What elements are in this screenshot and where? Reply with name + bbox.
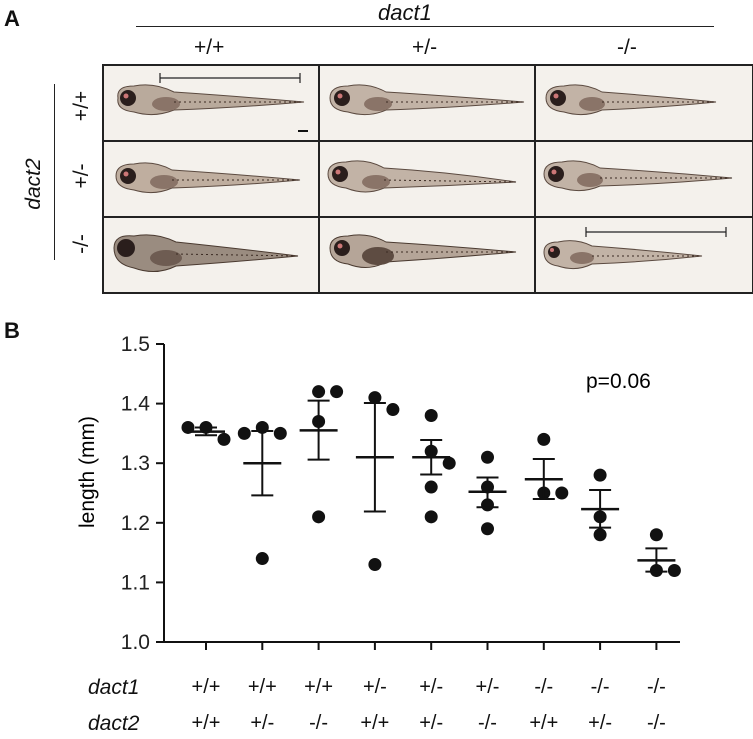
dact2-header-line [54,84,55,260]
data-point [537,432,551,446]
genotype-label: +/+ [360,712,390,734]
data-point [649,528,663,542]
genotype-label: -/- [590,676,610,698]
dact1-column-gene-label: dact1 [378,0,432,25]
dact1-row-label: dact1 [88,676,140,699]
col-genotype-het: +/- [412,36,438,59]
data-point [312,385,326,399]
data-point [273,426,287,440]
y-tick-label: 1.1 [121,571,150,594]
data-point [593,528,607,542]
data-point [424,510,438,524]
larva-illustration [327,160,517,193]
row-genotype-mut: -/- [70,234,93,254]
dact1-header-line [136,26,714,27]
row-genotype-wt: +/+ [70,90,93,122]
larva-image-mut-het [536,142,752,216]
larva-illustration [117,73,308,132]
data-point [217,432,231,446]
larva-illustration [543,160,733,192]
data-point [593,468,607,482]
larva-image-mut-mut [536,218,752,292]
data-point [312,510,326,524]
chart-axes: 1.0 1.1 1.2 1.3 1.4 1.5 [121,333,680,654]
y-tick-label: 1.4 [121,393,151,416]
larva-illustration [115,162,301,194]
larva-image-het-mut [320,218,534,292]
larva-illustration [113,234,299,272]
data-point [481,522,494,536]
larva-image-mut-wt [536,66,752,140]
dact2-row-gene-label: dact2 [22,158,45,210]
data-point [330,385,344,399]
data-point [667,563,681,577]
genotype-label: +/+ [247,676,277,698]
genotype-label: +/- [419,712,444,734]
col-genotype-mut: -/- [617,36,637,59]
genotype-label: +/- [250,712,275,734]
row-genotype-het: +/- [70,163,93,189]
larva-illustration [543,227,727,270]
genotype-label: +/- [362,676,387,698]
larva-illustration [329,234,517,268]
larva-image-wt-het [104,142,318,216]
genotype-label: +/+ [529,712,559,734]
larva-image-het-wt [320,66,534,140]
data-point [481,450,494,464]
col-genotype-wt: +/+ [194,36,225,59]
genotype-label: +/- [475,676,500,698]
genotype-label: +/- [419,676,444,698]
y-tick-label: 1.0 [121,631,150,654]
y-tick-label: 1.2 [121,512,150,535]
genotype-label: +/+ [191,676,221,698]
genotype-label: +/- [588,712,613,734]
larvae-image-grid [102,64,753,294]
p-value-label: p=0.06 [586,370,651,393]
data-point [368,391,382,405]
y-tick-label: 1.3 [121,452,150,475]
larva-illustration [545,84,717,116]
panel-b-letter: B [4,318,20,343]
data-point [237,426,251,440]
data-point [255,552,269,566]
genotype-label: -/- [478,712,497,734]
genotype-label: +/+ [304,676,334,698]
larva-illustration [329,84,525,116]
genotype-label: -/- [646,676,666,698]
genotype-label: -/- [309,712,329,734]
dact2-row-label: dact2 [88,712,140,735]
data-point [424,409,438,423]
data-point [368,558,382,572]
panel-a-letter: A [4,6,20,31]
length-scatter-chart: 1.0 1.1 1.2 1.3 1.4 1.5 length (mm) p=0.06 [76,333,681,654]
data-point [555,486,569,500]
y-tick-label: 1.5 [121,333,150,356]
y-axis-label: length (mm) [76,416,99,528]
larva-image-wt-wt [104,66,318,140]
data-point [442,456,456,470]
genotype-label: -/- [646,712,666,734]
larva-image-wt-mut [104,218,318,292]
data-point [386,403,400,417]
chart-marks [181,385,681,577]
data-point [424,480,438,494]
larva-image-het-het [320,142,534,216]
genotype-label: -/- [534,676,554,698]
genotype-label: +/+ [191,712,221,734]
